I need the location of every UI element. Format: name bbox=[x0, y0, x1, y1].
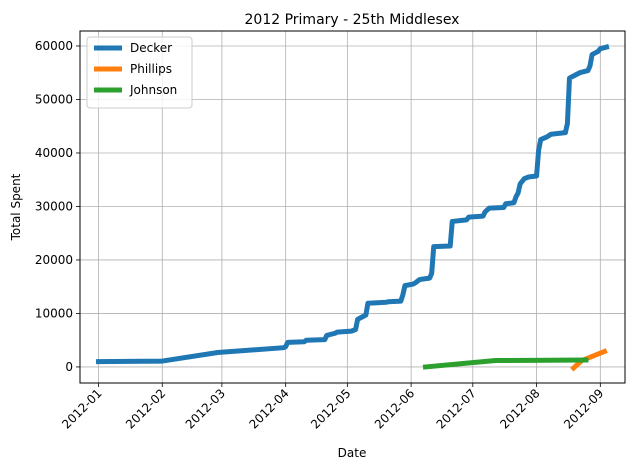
y-axis-title: Total Spent bbox=[9, 173, 23, 241]
y-ticks: 0 10000 20000 30000 40000 50000 60000 bbox=[35, 39, 80, 374]
series-line-johnson bbox=[422, 357, 589, 370]
y-tick-label: 30000 bbox=[35, 199, 73, 213]
y-tick-label: 40000 bbox=[35, 146, 73, 160]
y-tick-label: 0 bbox=[65, 360, 73, 374]
gridlines bbox=[80, 31, 625, 383]
y-tick-label: 50000 bbox=[35, 92, 73, 106]
y-tick-label: 10000 bbox=[35, 306, 73, 320]
legend-label-phillips: Phillips bbox=[130, 62, 172, 76]
legend: Decker Phillips Johnson bbox=[86, 36, 193, 109]
x-axis-title: Date bbox=[338, 446, 367, 460]
y-tick-label: 60000 bbox=[35, 39, 73, 53]
y-tick-label: 20000 bbox=[35, 253, 73, 267]
series-lines bbox=[95, 44, 610, 372]
series-line-decker bbox=[95, 44, 610, 365]
plot-frame bbox=[79, 30, 626, 384]
legend-label-johnson: Johnson bbox=[129, 83, 177, 97]
legend-label-decker: Decker bbox=[130, 41, 172, 55]
chart-title: 2012 Primary - 25th Middlesex bbox=[245, 12, 460, 28]
